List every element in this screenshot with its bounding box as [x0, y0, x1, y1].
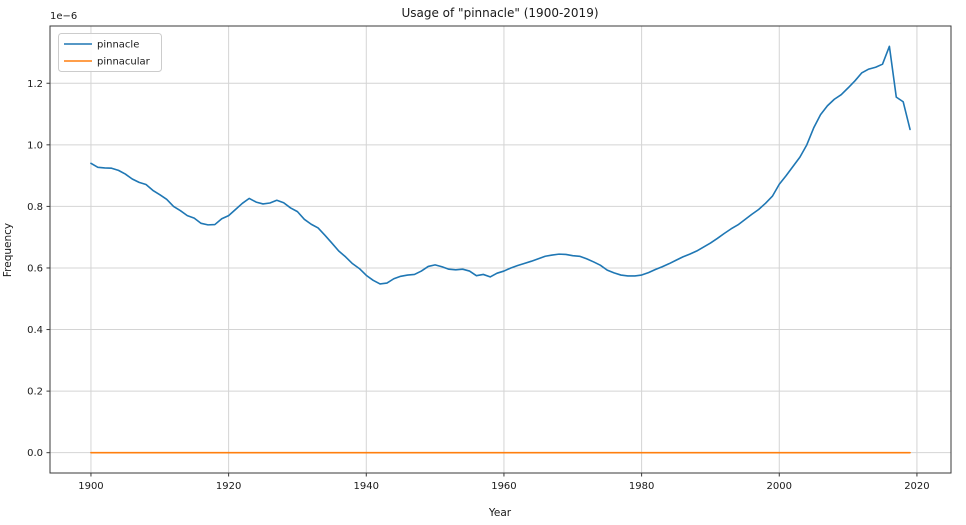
x-tick-label: 2020 — [904, 481, 929, 492]
series-line-pinnacle — [90, 45, 911, 285]
y-axis-label: Frequency — [2, 223, 14, 277]
grid-layer — [50, 26, 951, 473]
y-tick-label: 1.2 — [27, 79, 43, 90]
y-tick-label: 1.0 — [27, 140, 43, 151]
x-axis-label: Year — [488, 507, 512, 519]
x-tick-label: 2000 — [767, 481, 792, 492]
y-tick-label: 0.6 — [27, 263, 43, 274]
plot-area — [50, 26, 951, 473]
legend-label-pinnacular: pinnacular — [97, 57, 151, 68]
tick-layer: 1900 1920 1940 1960 1980 2000 2020 0.0 0.2 0.4 0.6… — [27, 79, 930, 492]
chart-title: Usage of "pinnacle" (1900-2019) — [401, 6, 598, 20]
x-tick-label: 1940 — [354, 481, 379, 492]
legend: pinnacle pinnacular — [58, 33, 162, 72]
legend-label-pinnacle: pinnacle — [97, 40, 139, 51]
y-axis-offset-label: 1e−6 — [50, 11, 77, 22]
y-tick-label: 0.2 — [27, 387, 43, 398]
axes-spines — [49, 25, 952, 474]
x-tick-label: 1960 — [491, 481, 516, 492]
series-layer — [90, 45, 911, 454]
legend-box — [58, 33, 162, 72]
x-tick-label: 1980 — [629, 481, 654, 492]
y-tick-label: 0.8 — [27, 202, 43, 213]
y-tick-label: 0.0 — [27, 448, 43, 459]
x-tick-label: 1900 — [78, 481, 103, 492]
y-tick-label: 0.4 — [27, 325, 43, 336]
x-tick-label: 1920 — [216, 481, 241, 492]
